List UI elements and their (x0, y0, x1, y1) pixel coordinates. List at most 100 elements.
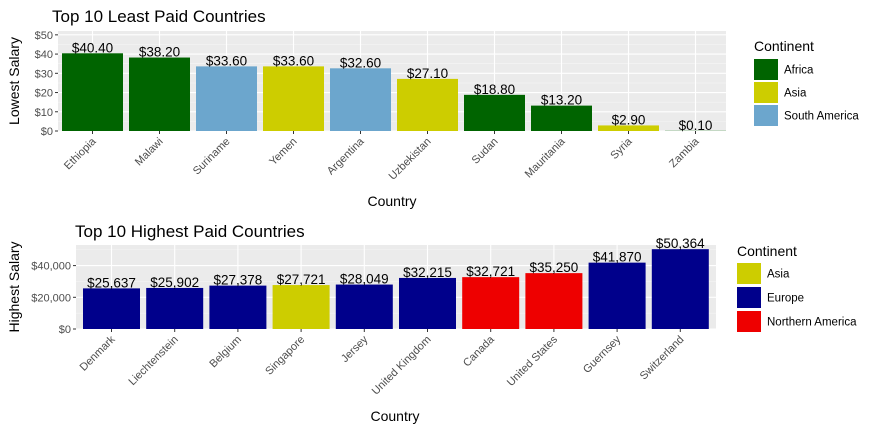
x-axis: Denmark Liechtenstein Belgium Singapore Jers… (78, 329, 687, 398)
x-axis-label: Country (367, 193, 416, 209)
legend-label: Asia (784, 88, 807, 100)
legend-swatch (754, 59, 778, 80)
bar (335, 284, 393, 329)
x-tick-label: Zambia (667, 135, 702, 170)
legend-swatch (754, 82, 778, 103)
y-axis: $0 $10 $20 $30 $40 $50 (35, 30, 58, 138)
bar (397, 78, 458, 131)
legend-swatch (737, 311, 761, 332)
x-tick-label: Argentina (325, 135, 367, 177)
x-tick-label: Uzbekistan (387, 136, 434, 183)
y-tick-label: $10 (35, 107, 53, 119)
bar (330, 68, 391, 131)
y-axis: $0 $20,000 $40,000 (31, 261, 76, 336)
bar-value-label: $18.80 (474, 82, 515, 97)
legend-label: Europe (767, 293, 804, 305)
bar-value-label: $32.60 (340, 55, 381, 70)
bar (62, 53, 123, 131)
bar (464, 94, 525, 131)
x-tick-label: Suriname (191, 136, 233, 178)
bar (531, 105, 592, 131)
x-tick-label: United Kingdom (370, 334, 434, 398)
bar-value-label: $28,049 (340, 272, 389, 287)
x-tick-label: Syria (608, 135, 635, 162)
bar-value-label: $25,637 (87, 275, 136, 290)
bar (196, 66, 257, 131)
legend-label: South America (784, 111, 859, 123)
bar (263, 66, 324, 131)
legend-label: Africa (784, 65, 814, 77)
x-tick-label: Malawi (133, 136, 166, 169)
legend-swatch (737, 263, 761, 284)
legend: Continent Africa Asia South America (754, 38, 859, 126)
bars (83, 249, 709, 329)
legend: Continent Asia Europe Northern America (737, 243, 857, 332)
bar-value-label: $50,364 (656, 236, 705, 251)
bar (651, 249, 709, 329)
bar-value-label: $33.60 (206, 53, 247, 68)
bar-value-label: $27,378 (213, 273, 262, 288)
bar (525, 273, 583, 329)
x-tick-label: Belgium (207, 334, 244, 371)
bar-value-label: $38.20 (139, 45, 180, 60)
x-tick-label: Singapore (263, 334, 307, 378)
x-tick-label: United States (505, 333, 561, 389)
y-tick-label: $40,000 (31, 261, 71, 273)
y-tick-label: $20,000 (31, 292, 71, 304)
bar-value-label: $35,250 (529, 260, 578, 275)
bar-value-label: $13.20 (541, 93, 582, 108)
bar (598, 125, 659, 131)
bar-value-label: $2.90 (612, 112, 646, 127)
bars (62, 53, 726, 131)
legend-label: Asia (767, 269, 790, 281)
y-tick-label: $20 (35, 88, 53, 100)
highest-paid-chart: Top 10 Highest Paid Countries $25,637 $25… (6, 222, 857, 424)
legend-title: Continent (754, 38, 814, 54)
bar-value-label: $32,215 (403, 265, 452, 280)
x-tick-label: Yemen (267, 136, 299, 168)
bar-value-label: $41,870 (593, 250, 642, 265)
chart-title: Top 10 Highest Paid Countries (75, 222, 305, 241)
y-axis-label: Lowest Salary (6, 37, 22, 125)
x-tick-label: Denmark (78, 333, 118, 373)
y-tick-label: $50 (35, 30, 53, 42)
x-axis: Ethiopia Malawi Suriname Yemen Argentina Uzbe… (62, 131, 702, 183)
bar (272, 285, 330, 329)
bar-value-label: $27,721 (277, 272, 326, 287)
y-tick-label: $30 (35, 68, 53, 80)
bar (399, 277, 456, 329)
legend-swatch (754, 105, 778, 126)
chart-title: Top 10 Least Paid Countries (52, 7, 266, 26)
x-tick-label: Guernsey (581, 333, 624, 376)
bar-value-label: $33.60 (273, 53, 314, 68)
legend-title: Continent (737, 243, 797, 259)
bar-value-label: $32,721 (466, 264, 515, 279)
x-tick-label: Sudan (470, 136, 501, 167)
legend-label: Northern America (767, 317, 857, 329)
bar (462, 277, 520, 329)
bar-value-label: $40.40 (72, 40, 113, 55)
y-tick-label: $0 (59, 324, 71, 336)
bar-value-label: $25,902 (150, 275, 199, 290)
bar-labels: $25,637 $25,902 $27,378 $27,721 $28,049 $32,2… (87, 236, 705, 290)
bar (129, 57, 190, 131)
legend-swatch (737, 287, 761, 308)
bar (146, 287, 204, 329)
bar-value-label: $27.10 (407, 66, 448, 81)
y-axis-label: Highest Salary (6, 241, 22, 332)
x-tick-label: Ethiopia (62, 135, 99, 172)
x-tick-label: Jersey (339, 333, 371, 365)
bar-labels: $40.40 $38.20 $33.60 $33.60 $32.60 $27.10 $18.… (72, 40, 713, 133)
bar (209, 285, 267, 329)
x-tick-label: Switzerland (638, 334, 687, 383)
x-tick-label: Liechtenstein (126, 334, 180, 388)
x-tick-label: Canada (461, 333, 497, 369)
x-tick-label: Mauritania (523, 135, 568, 180)
bar-value-label: $0.10 (679, 118, 713, 133)
y-tick-label: $0 (41, 126, 53, 138)
y-tick-label: $40 (35, 49, 53, 61)
bar (588, 262, 646, 329)
least-paid-chart: Top 10 Least Paid Countries $40.40 $38.20… (6, 7, 859, 209)
x-axis-label: Country (370, 408, 419, 424)
